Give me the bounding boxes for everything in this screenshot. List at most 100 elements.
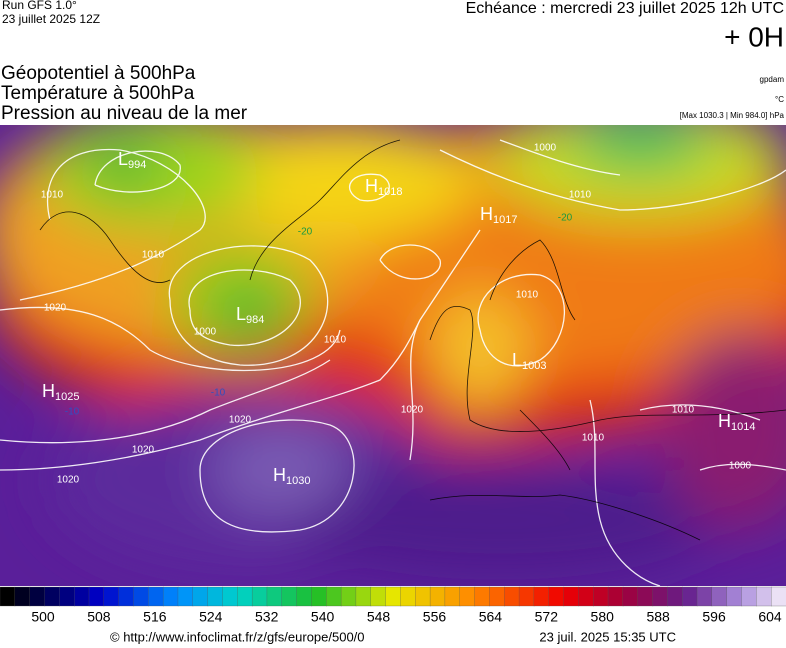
center-value: 1030 [286, 475, 310, 487]
center-letter: L [118, 149, 128, 169]
isobar-label: 1020 [229, 415, 252, 426]
temperature-label: -10 [65, 407, 80, 418]
legend-swatch [652, 586, 669, 607]
pressure-center: L994 [118, 149, 146, 171]
center-letter: L [512, 350, 522, 370]
isobar-label: 1010 [516, 290, 539, 301]
isobar-label: 1010 [582, 433, 605, 444]
isobar-label: 1020 [401, 405, 424, 416]
pressure-center: H1018 [365, 176, 402, 198]
pressure-center: H1014 [718, 411, 755, 433]
isobar-label: 1020 [132, 445, 155, 456]
legend-swatch [326, 586, 342, 607]
center-letter: L [236, 304, 246, 324]
legend-swatch [400, 586, 416, 607]
legend-swatch [237, 586, 253, 607]
pressure-center: H1030 [273, 465, 310, 487]
center-letter: H [718, 411, 731, 431]
legend-tick-label: 588 [646, 609, 670, 625]
legend-swatch [548, 586, 565, 607]
legend-swatch [578, 586, 594, 607]
legend-swatch [489, 586, 505, 607]
legend-swatch [370, 586, 387, 607]
legend-swatch [459, 586, 476, 607]
legend-swatch [251, 586, 268, 607]
legend-swatch [281, 586, 298, 607]
footer-date: 23 juil. 2025 15:35 UTC [539, 629, 676, 644]
legend-tick-label: 604 [758, 609, 782, 625]
isobar-label: 1000 [194, 327, 217, 338]
center-value: 1014 [731, 421, 755, 433]
run-label: Run GFS 1.0° [2, 0, 77, 12]
legend-swatch [192, 586, 209, 607]
isobar-label: 1010 [672, 405, 695, 416]
legend-swatch [533, 586, 550, 607]
legend-swatch [607, 586, 624, 607]
isobar-label: 1010 [41, 190, 64, 201]
legend-tick-label: 516 [143, 609, 167, 625]
footer-url: © http://www.infoclimat.fr/z/gfs/europe/… [110, 629, 365, 644]
legend-tick-label: 556 [423, 609, 447, 625]
legend-swatch [296, 586, 313, 607]
legend-swatch [29, 586, 46, 607]
legend-swatch [355, 586, 372, 607]
legend-tick-label: 580 [591, 609, 615, 625]
legend-swatch [563, 586, 580, 607]
legend-swatch [59, 586, 75, 607]
isobar-label: 1010 [324, 335, 347, 346]
legend-swatch [622, 586, 639, 607]
legend-tick-label: 548 [367, 609, 391, 625]
center-value: 994 [128, 159, 146, 171]
legend-tick-label: 500 [31, 609, 55, 625]
center-letter: H [365, 176, 378, 196]
map-labels: L994H1018H1017L984L1003H1025H1014H103010… [41, 143, 756, 487]
pressure-center: H1017 [480, 204, 517, 226]
run-date: 23 juillet 2025 12Z [2, 12, 100, 26]
unit-hpa: [Max 1030.3 | Min 984.0] hPa [680, 111, 785, 120]
legend-swatch [162, 586, 179, 607]
map-field [0, 125, 786, 586]
legend-swatch [266, 586, 283, 607]
center-value: 1018 [378, 186, 402, 198]
legend-swatch [118, 586, 135, 607]
legend-swatch [711, 586, 728, 607]
legend-swatch [340, 586, 357, 607]
legend-tick-label: 524 [199, 609, 223, 625]
unit-celsius: °C [775, 95, 784, 104]
legend-swatch [44, 586, 60, 607]
isobar-label: 1020 [44, 303, 67, 314]
pressure-center: L1003 [512, 350, 547, 372]
unit-gpdam: gpdam [760, 75, 785, 84]
legend-swatch [14, 586, 31, 607]
legend-tick-label: 564 [479, 609, 503, 625]
legend-swatch [696, 586, 713, 607]
legend-tick-label: 572 [535, 609, 559, 625]
legend-swatch [311, 586, 327, 607]
legend-tick-label: 532 [255, 609, 279, 625]
legend-swatch [756, 586, 772, 607]
center-letter: H [480, 204, 493, 224]
isobar-label: 1020 [57, 475, 80, 486]
title-pressure: Pression au niveau de la mer [1, 103, 248, 124]
title-geopotential: Géopotentiel à 500hPa [1, 63, 196, 84]
legend-swatch [415, 586, 431, 607]
legend-swatch [741, 586, 757, 607]
center-value: 1017 [493, 214, 517, 226]
legend-swatch [726, 586, 743, 607]
legend-swatch [0, 586, 16, 607]
legend-swatch [667, 586, 683, 607]
legend-tick-label: 508 [87, 609, 111, 625]
pressure-center: H1025 [42, 381, 79, 403]
center-value: 984 [246, 314, 264, 326]
legend-swatch [133, 586, 149, 607]
legend-swatch [637, 586, 654, 607]
isobar-label: 1010 [569, 190, 592, 201]
legend-swatch [88, 586, 105, 607]
legend-swatch [207, 586, 224, 607]
legend-swatch [103, 586, 120, 607]
center-value: 1003 [522, 360, 546, 372]
legend-swatch [682, 586, 698, 607]
center-letter: H [42, 381, 55, 401]
pressure-center: L984 [236, 304, 264, 326]
